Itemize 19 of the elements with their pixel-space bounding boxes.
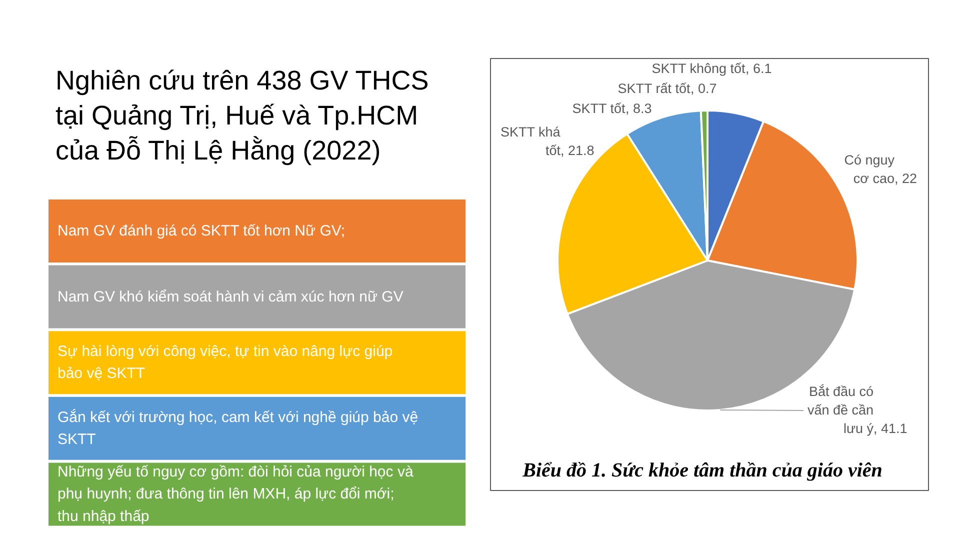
data-label: , 21.8 (560, 143, 594, 158)
text: Nam GV đánh giá có SKTT tốt hơn Nữ GV; (58, 222, 345, 240)
slice-label: SKTT tốt (572, 101, 626, 116)
slice-label: SKTT khá tốt (500, 124, 561, 158)
slice-label: SKTT không tốt (652, 61, 746, 76)
text: Nghiên cứu trên 438 GV THCS tại Quảng Trị, Huế và Tp.HCM của Đỗ Thị Lệ Hằng (2022) (56, 66, 429, 166)
slice-label: Bắt đầu có vấn đề cần lưu ý (807, 384, 874, 436)
text: Những yếu tố nguy cơ gồm: đòi hỏi của người học và phụ huynh; đưa thông tin lên MXH, áp lực đổi mới; thu nhập thấp (58, 464, 414, 525)
slice-label: Có nguy cơ cao (844, 152, 895, 186)
data-label: , 22 (894, 171, 918, 186)
text: Sự hài lòng với công việc, tự tin vào nâng lực giúp bảo vệ SKTT (58, 343, 393, 382)
text: Nam GV khó kiểm soát hành vi cảm xúc hơn nữ GV (58, 288, 404, 306)
slice-label: SKTT rất tốt (618, 81, 691, 96)
data-label: , 8.3 (626, 101, 652, 116)
text: Gắn kết với trường học, cam kết với nghề giúp bảo vệ SKTT (58, 408, 418, 448)
data-label: , 41.1 (874, 421, 908, 436)
data-label: , 0.7 (690, 81, 717, 96)
text: Biểu đồ 1. Sức khỏe tâm thần của giáo viên (522, 460, 882, 482)
data-label: , 6.1 (746, 61, 772, 76)
